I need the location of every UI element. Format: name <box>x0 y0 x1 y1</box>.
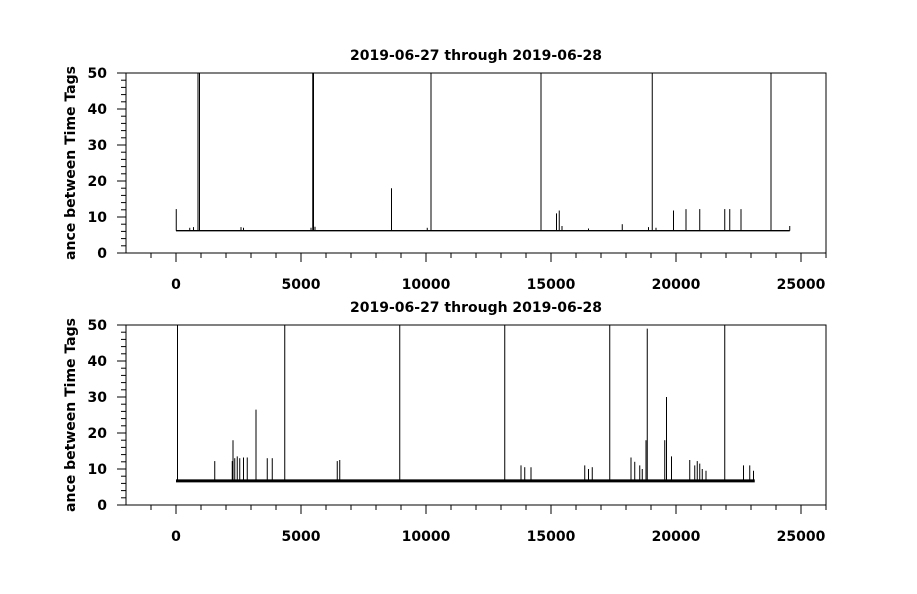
y-tick-label: 30 <box>88 138 108 154</box>
chart-panel-top: 2019-06-27 through 2019-06-28 0 10 20 30 40 5… <box>63 48 827 293</box>
y-tick-label: 30 <box>88 390 108 406</box>
y-axis-label: ance between Time Tags <box>63 66 79 260</box>
y-tick-label: 50 <box>88 318 108 334</box>
x-tick-label: 5000 <box>282 277 321 293</box>
x-tick-label: 15000 <box>527 277 576 293</box>
plot-frame <box>125 324 827 506</box>
y-tick-label: 40 <box>88 102 108 118</box>
x-tick-label: 10000 <box>402 529 451 545</box>
plot-frame <box>125 72 827 254</box>
chart-title: 2019-06-27 through 2019-06-28 <box>350 48 602 64</box>
y-tick-label: 10 <box>88 462 108 478</box>
y-tick-label: 40 <box>88 354 108 370</box>
chart-title: 2019-06-27 through 2019-06-28 <box>350 300 602 316</box>
x-tick-label: 25000 <box>777 529 826 545</box>
x-tick-label: 20000 <box>652 529 701 545</box>
x-tick-label: 5000 <box>282 529 321 545</box>
y-tick-label: 10 <box>88 210 108 226</box>
y-axis-label: ance between Time Tags <box>63 318 79 512</box>
x-tick-label: 0 <box>171 529 181 545</box>
x-tick-label: 20000 <box>652 277 701 293</box>
y-tick-label: 0 <box>97 498 107 514</box>
x-tick-label: 15000 <box>527 529 576 545</box>
chart-panel-bottom: 2019-06-27 through 2019-06-28 0 10 20 30 40 5… <box>63 300 827 545</box>
y-tick-label: 50 <box>88 66 108 82</box>
x-tick-label: 0 <box>171 277 181 293</box>
x-tick-label: 10000 <box>402 277 451 293</box>
x-tick-label: 25000 <box>777 277 826 293</box>
y-tick-label: 20 <box>88 174 108 190</box>
y-tick-label: 20 <box>88 426 108 442</box>
y-tick-label: 0 <box>97 246 107 262</box>
